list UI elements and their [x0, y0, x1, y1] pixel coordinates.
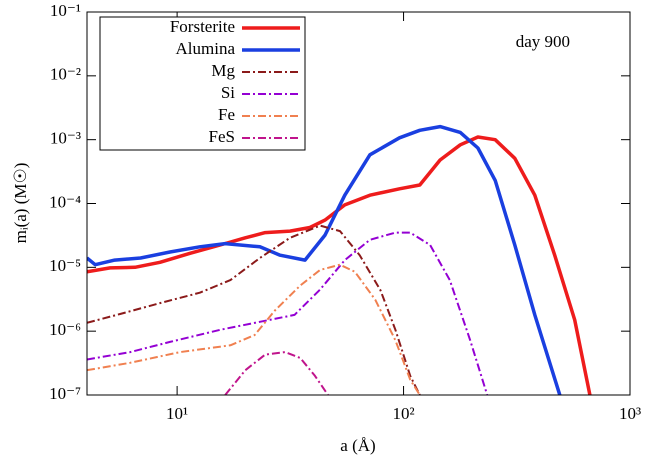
x-tick-label: 10¹ — [166, 404, 188, 423]
y-tick-label: 10⁻¹ — [50, 1, 81, 20]
y-tick-label: 10⁻⁵ — [49, 256, 81, 275]
x-axis-label: a (Å) — [340, 436, 375, 455]
series-line — [87, 263, 421, 395]
plot-lines — [87, 124, 592, 395]
y-tick-label: 10⁻⁷ — [49, 384, 81, 403]
annotation: day 900 — [516, 32, 570, 51]
x-tick-label: 10³ — [619, 404, 641, 423]
series-line — [87, 231, 489, 395]
series-line — [224, 351, 329, 395]
legend-label: FeS — [209, 127, 235, 146]
legend-label: Mg — [211, 61, 235, 80]
legend-label: Fe — [218, 105, 235, 124]
series-line — [87, 124, 562, 395]
x-tick-label: 10² — [393, 404, 415, 423]
y-tick-label: 10⁻⁶ — [49, 320, 81, 339]
legend-label: Si — [221, 83, 235, 102]
plot-frame — [86, 11, 631, 396]
y-tick-label: 10⁻⁴ — [49, 192, 81, 211]
y-axis-label: mᵢ(a) (M☉) — [11, 163, 30, 244]
y-tick-label: 10⁻² — [50, 65, 81, 84]
series-line — [87, 135, 592, 395]
legend-label: Alumina — [176, 39, 236, 58]
legend-label: Forsterite — [170, 17, 235, 36]
y-tick-label: 10⁻³ — [50, 129, 81, 148]
legend-box — [99, 16, 306, 151]
series-line — [87, 224, 421, 395]
